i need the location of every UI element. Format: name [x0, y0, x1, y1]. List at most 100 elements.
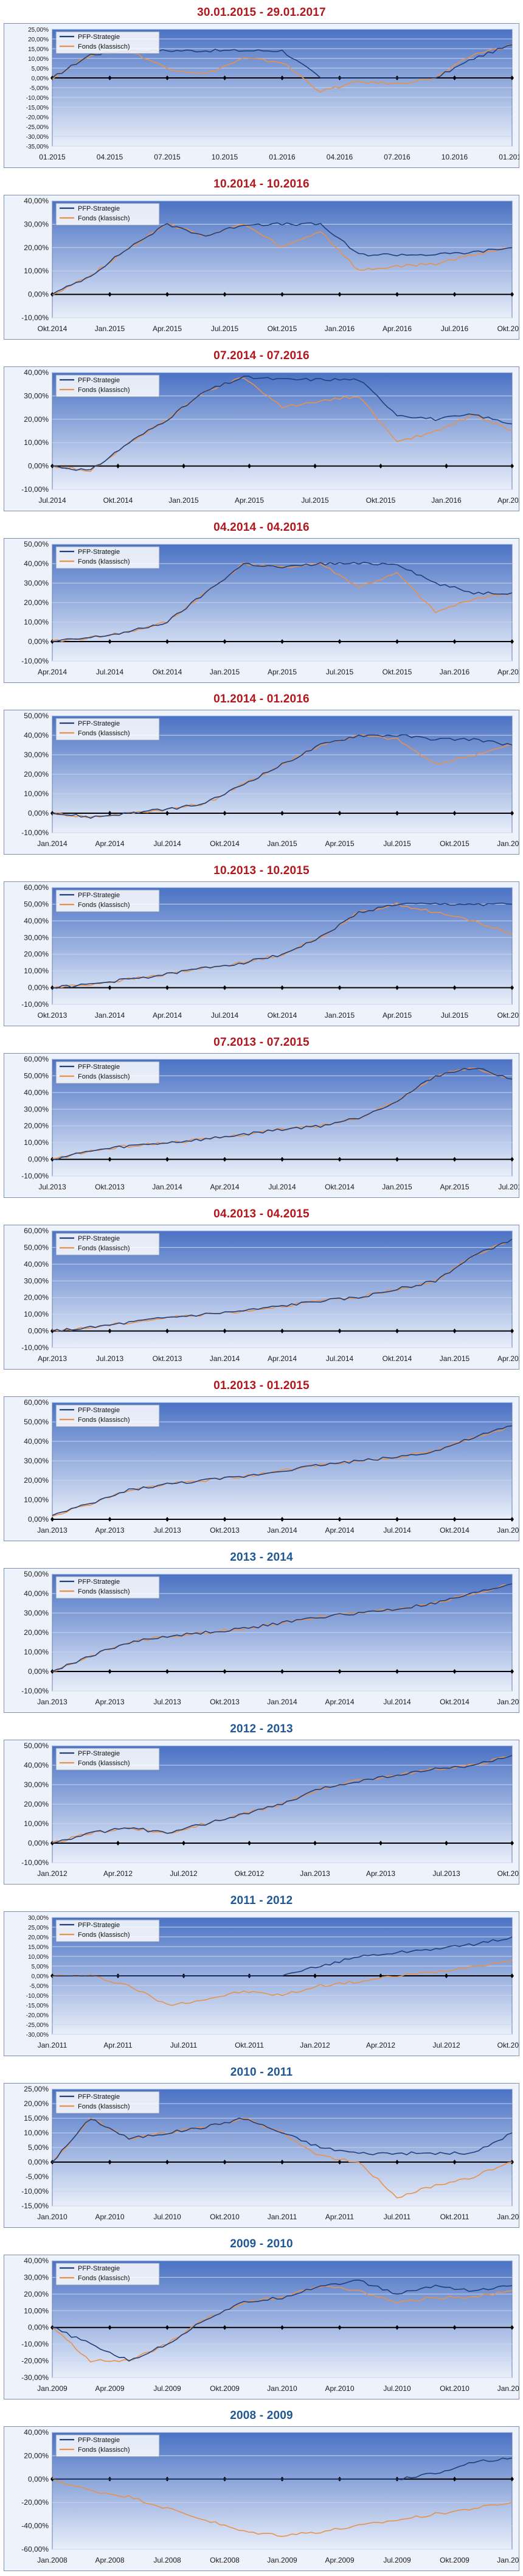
legend-label: Fonds (klassisch): [78, 558, 130, 565]
x-tick-label: Jan.2015: [210, 668, 240, 676]
y-tick-label: 30,00%: [24, 391, 49, 400]
x-tick-label: Jan.2014: [267, 1698, 297, 1706]
zero-line-marker: [248, 463, 251, 469]
x-tick-label: Jan.2014: [267, 1526, 297, 1535]
x-tick-label: Apr.2014: [325, 1698, 354, 1706]
legend: PFP-Strategie Fonds (klassisch): [55, 31, 160, 54]
zero-line-marker: [223, 75, 227, 80]
line-chart: -10,00% 0,00% 10,00% 20,00% 30,00% 40,00% 50,0…: [4, 538, 519, 683]
legend: PFP-Strategie Fonds (klassisch): [55, 889, 160, 912]
zero-line-marker: [452, 2160, 457, 2165]
zero-line-marker: [223, 1157, 227, 1162]
y-tick-label: -15,00%: [26, 2003, 49, 2009]
y-tick-label: 40,00%: [24, 917, 49, 925]
y-tick-label: 0,00%: [28, 2323, 49, 2332]
y-tick-label: -10,00%: [21, 1687, 49, 1695]
y-tick-label: 10,00%: [24, 618, 49, 626]
legend-label: Fonds (klassisch): [78, 2103, 130, 2110]
zero-line-marker: [510, 1157, 514, 1162]
zero-line-marker: [116, 1841, 120, 1846]
x-tick-label: Apr.2014: [268, 1354, 297, 1363]
legend-box: [55, 1919, 160, 1942]
y-tick-label: 30,00%: [24, 751, 49, 759]
legend-box: [55, 31, 160, 54]
y-tick-label: 0,00%: [32, 1973, 49, 1980]
chart-panel: 10.2014 - 10.2016 -10,00% 0,00% 10,00% 20,00…: [4, 174, 519, 340]
zero-line-marker: [510, 2325, 514, 2330]
zero-line-marker: [223, 1669, 227, 1674]
zero-line-marker: [452, 75, 457, 80]
legend-label: PFP-Strategie: [78, 205, 120, 212]
zero-line-marker: [338, 1157, 342, 1162]
zero-line-marker: [510, 75, 514, 80]
x-tick-label: Jul.2015: [301, 496, 329, 505]
legend-label: Fonds (klassisch): [78, 1588, 130, 1595]
y-tick-label: 50,00%: [24, 1243, 49, 1251]
legend: PFP-Strategie Fonds (klassisch): [55, 203, 160, 226]
y-tick-label: 40,00%: [24, 1260, 49, 1269]
y-tick-label: 10,00%: [24, 1310, 49, 1318]
zero-line-marker: [108, 292, 112, 297]
y-tick-label: 40,00%: [24, 731, 49, 740]
x-tick-label: Jan.2009: [37, 2384, 68, 2393]
y-tick-label: 20,00%: [24, 2099, 49, 2108]
zero-line-marker: [280, 639, 284, 644]
zero-line-marker: [452, 1669, 457, 1674]
x-tick-label: Jul.2015: [441, 1011, 469, 1020]
chart-panel: 2009 - 2010 -30,00% -20,00% -10,00% 0,00% 10,…: [4, 2234, 519, 2399]
zero-line-marker: [280, 2325, 284, 2330]
legend-box: [55, 1233, 160, 1256]
series-line-pfp-strategie: [52, 2457, 513, 2480]
legend-label: PFP-Strategie: [78, 1750, 120, 1757]
zero-line-marker: [165, 2160, 169, 2165]
y-tick-label: -30,00%: [26, 134, 49, 141]
y-tick-label: -5,00%: [29, 1983, 49, 1990]
zero-line-marker: [510, 1973, 514, 1978]
zero-line-marker: [395, 811, 399, 816]
zero-line-marker: [510, 2476, 514, 2482]
series-line-fonds-klassisch: [52, 1959, 513, 2006]
x-tick-label: Jan.2012: [497, 2213, 519, 2221]
y-tick-label: -25,00%: [26, 124, 49, 131]
zero-line-marker: [108, 1157, 112, 1162]
series-line-fonds-klassisch: [52, 2285, 513, 2363]
x-tick-label: Jul.2010: [153, 2213, 181, 2221]
y-tick-label: -25,00%: [26, 2022, 49, 2029]
line-chart: -10,00% 0,00% 10,00% 20,00% 30,00% 40,00% 50,0…: [4, 710, 519, 855]
line-chart: -10,00% 0,00% 10,00% 20,00% 30,00% 40,00% Okt.…: [4, 195, 519, 340]
x-tick-label: Apr.2015: [153, 324, 182, 333]
x-tick-label: Jul.2008: [153, 2556, 181, 2564]
y-tick-label: 20,00%: [24, 1800, 49, 1808]
line-chart: -10,00% 0,00% 10,00% 20,00% 30,00% 40,00% 50,0…: [4, 881, 519, 1026]
zero-line-marker: [108, 1517, 112, 1522]
x-tick-label: Okt.2012: [497, 2041, 519, 2049]
legend-box: [55, 1404, 160, 1427]
x-tick-label: Jul.2013: [432, 1869, 460, 1878]
x-tick-label: Jul.2014: [268, 1183, 296, 1191]
zero-line-marker: [510, 1841, 514, 1846]
x-tick-label: Jan.2010: [267, 2384, 297, 2393]
series-line-fonds-klassisch: [52, 377, 513, 472]
zero-line-marker: [108, 75, 112, 80]
chart-title: 01.2013 - 01.2015: [213, 1379, 310, 1392]
line-chart: -30,00% -25,00% -20,00% -15,00% -10,00% -5,00…: [4, 1911, 519, 2056]
chart-title: 30.01.2015 - 29.01.2017: [197, 6, 326, 19]
y-tick-label: -10,00%: [26, 95, 49, 102]
y-tick-label: 10,00%: [24, 438, 49, 447]
zero-line-marker: [313, 1973, 317, 1978]
zero-line-marker: [116, 463, 120, 469]
zero-line-marker: [108, 1328, 112, 1334]
x-tick-label: Jan.2015: [168, 496, 199, 505]
legend-label: Fonds (klassisch): [78, 1245, 130, 1252]
legend-label: Fonds (klassisch): [78, 901, 130, 909]
y-tick-label: 20,00%: [24, 2290, 49, 2298]
zero-line-marker: [165, 1157, 169, 1162]
y-tick-label: -10,00%: [21, 1343, 49, 1352]
x-tick-label: Jan.2015: [95, 324, 125, 333]
x-tick-label: Jan.2015: [382, 1183, 412, 1191]
x-tick-label: Okt.2015: [440, 839, 469, 848]
x-tick-label: Jan.2011: [497, 2384, 519, 2393]
chart-title: 10.2014 - 10.2016: [213, 178, 310, 191]
zero-line-marker: [338, 811, 342, 816]
